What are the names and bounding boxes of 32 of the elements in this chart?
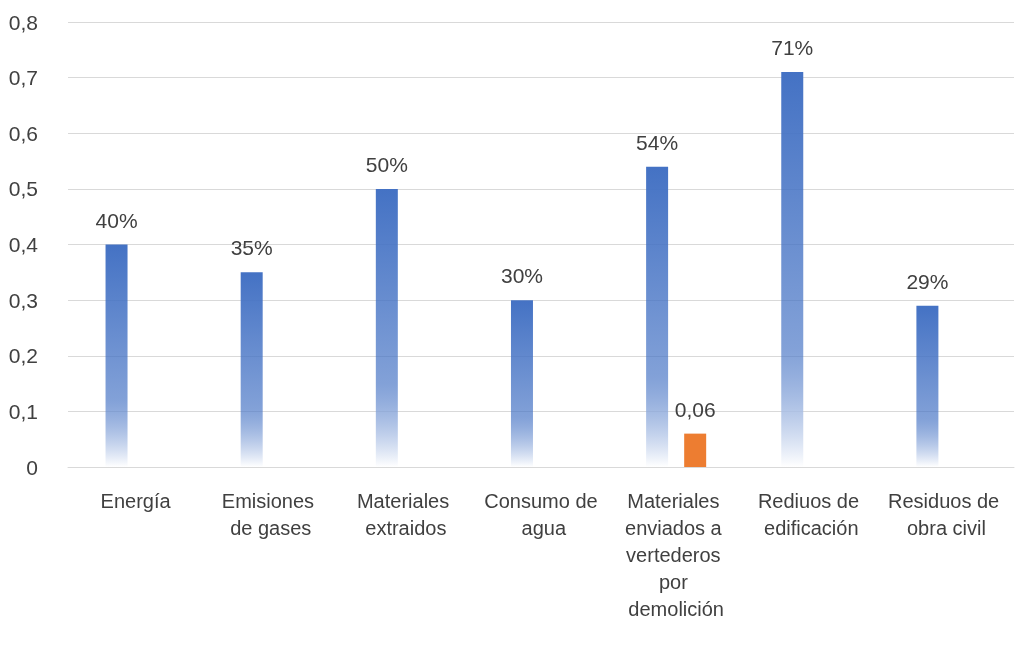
data-label: 35% <box>230 236 273 260</box>
bar <box>684 433 707 467</box>
x-tick-label: Emisiones de gases <box>221 489 320 539</box>
bar <box>105 244 128 467</box>
y-tick-label: 0,4 <box>8 233 39 256</box>
data-label: 54% <box>636 130 679 154</box>
y-tick-label: 0,8 <box>8 10 38 34</box>
data-label: 50% <box>365 152 408 176</box>
x-tick-label: Energía <box>100 489 172 512</box>
y-tick-label: 0,5 <box>8 177 38 201</box>
x-tick-label: Consumo de agua <box>484 489 598 539</box>
data-label: 29% <box>906 269 949 293</box>
bar <box>916 305 939 467</box>
data-label: 71% <box>771 36 814 60</box>
x-tick-label: Residuos de obra civil <box>888 489 1005 539</box>
x-tick-label: Rediuos de edificación <box>757 489 865 539</box>
bar <box>646 166 669 467</box>
x-tick-label: Materiales enviados a vertederos por demolición <box>624 489 728 620</box>
bar <box>510 300 533 467</box>
data-label: 40% <box>95 208 138 232</box>
y-tick-label: 0,1 <box>8 399 38 423</box>
bar <box>240 272 263 467</box>
y-tick-label: 0 <box>26 455 38 479</box>
data-label: 30% <box>500 264 543 288</box>
y-tick-label: 0,7 <box>8 66 38 90</box>
bar <box>375 188 398 467</box>
bar <box>781 72 804 467</box>
y-tick-label: 0,2 <box>8 344 38 368</box>
y-tick-label: 0,3 <box>8 288 38 312</box>
x-tick-label: Materiales extraidos <box>356 489 455 539</box>
y-tick-label: 0,6 <box>8 121 38 145</box>
data-label: 0,06 <box>674 397 716 421</box>
